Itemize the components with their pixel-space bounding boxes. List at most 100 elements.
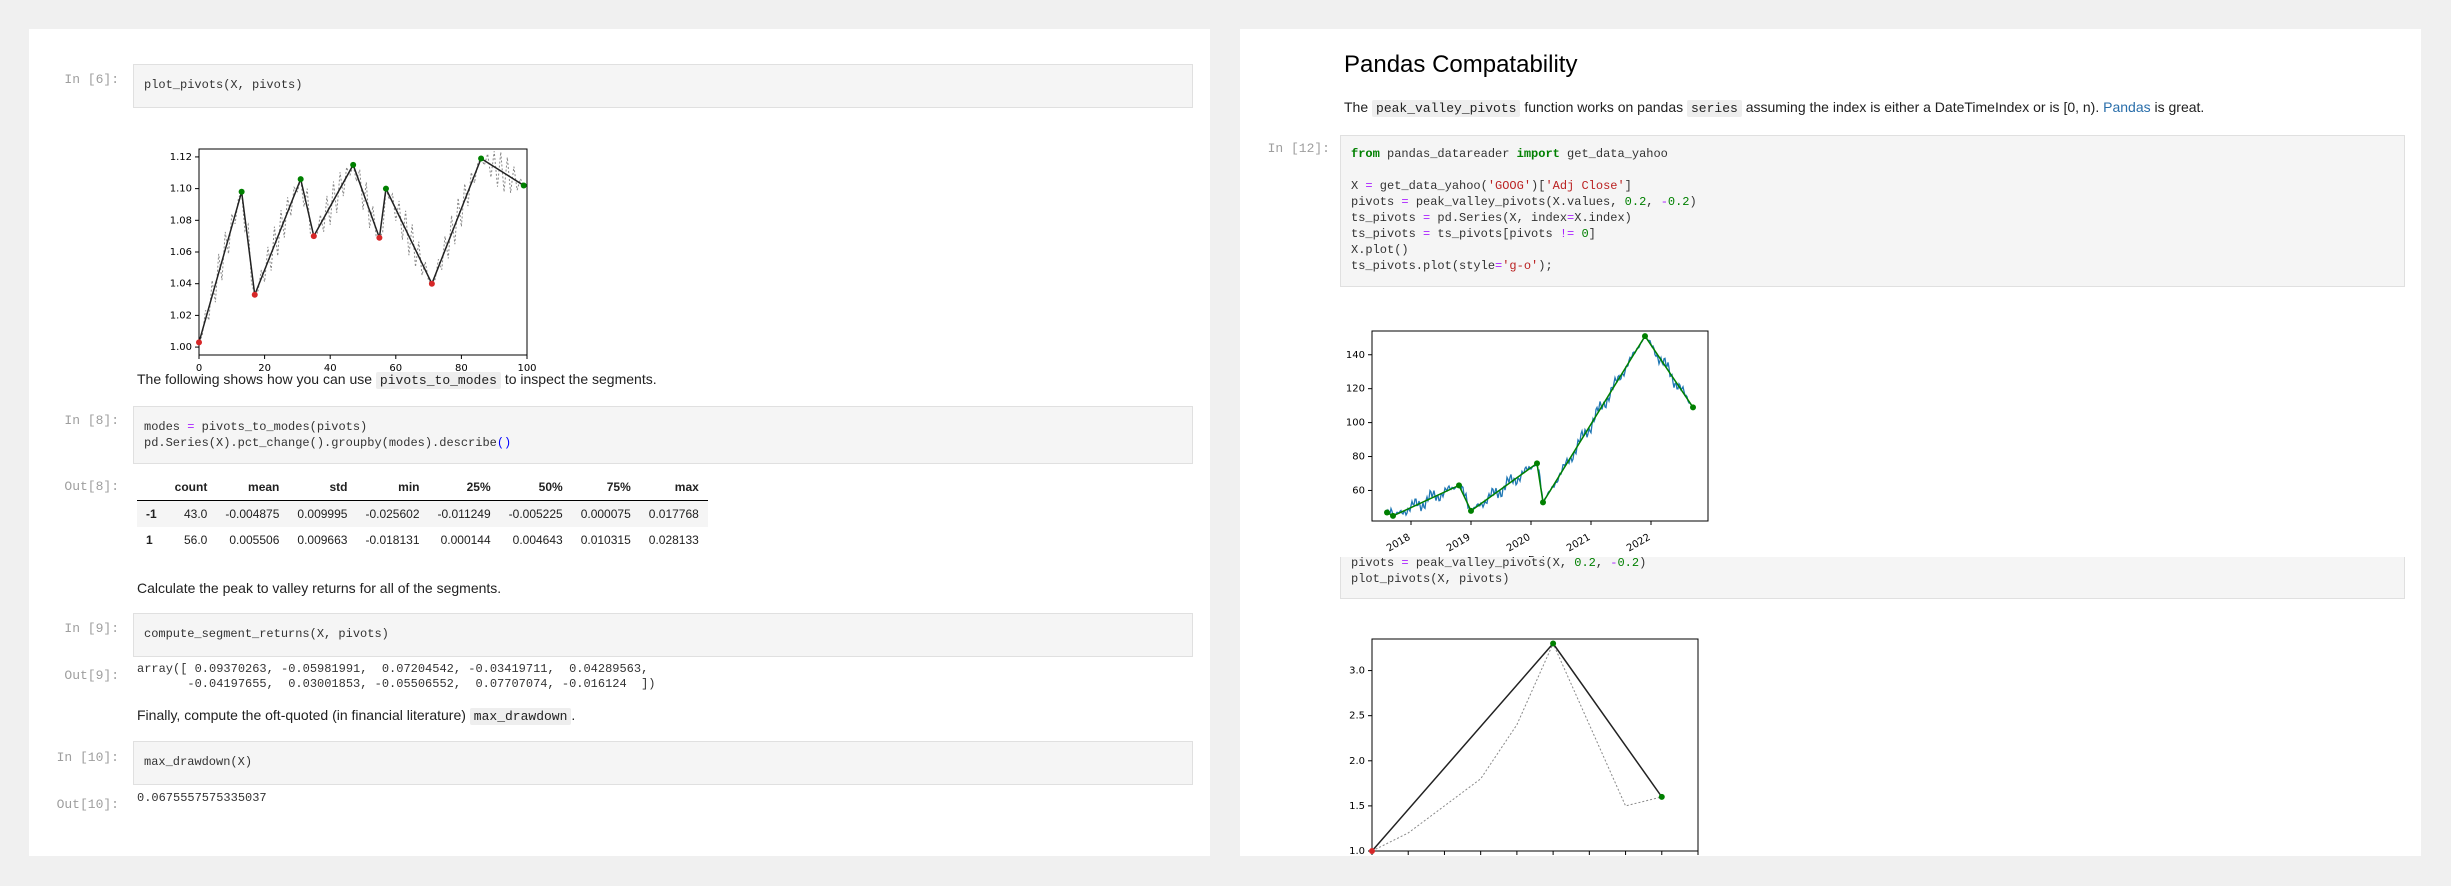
markdown-span: Finally, compute the oft-quoted (in fina… [137, 707, 470, 723]
pivot-marker [1384, 509, 1390, 516]
markdown-span: . [571, 707, 576, 723]
code-line: pivots = peak_valley_pivots(X.values, 0.… [1351, 195, 1697, 209]
peak-marker [350, 161, 357, 168]
y-tick-label: 1.10 [170, 184, 192, 195]
code-line: max_drawdown(X) [144, 755, 253, 769]
x-tick-label: 2018 [1385, 532, 1413, 554]
y-tick-label: 1.00 [170, 342, 192, 353]
pivot-marker [1540, 499, 1546, 506]
table-column-header [137, 474, 166, 501]
markdown-span: The following shows how you can use [137, 371, 376, 387]
x-tick-label: 40 [324, 363, 337, 374]
y-tick-label: 80 [1352, 452, 1365, 463]
table-row: 1 56.0 0.005506 0.009663 -0.018131 0.000144 0.… [137, 527, 708, 553]
output-line: -0.04197655, 0.03001853, -0.05506552, 0.… [137, 677, 656, 691]
table-cell: 0.009995 [297, 507, 348, 521]
x-tick-label: 2022 [1625, 532, 1653, 554]
inline-code: pivots_to_modes [375, 372, 501, 389]
code-cell-6[interactable]: plot_pivots(X, pivots) [133, 64, 1193, 108]
cell-prompt: In [8]: [64, 413, 119, 428]
markdown-span: to inspect the segments. [500, 371, 657, 387]
code-line: plot_pivots(X, pivots) [144, 78, 303, 92]
dataframe-table: count mean std min 25% 50% 75% max -1 43.0 -0.004… [137, 474, 708, 553]
page-title: Pandas Compatability [1344, 51, 1578, 78]
table-column-header: count [174, 480, 208, 494]
table-cell: -0.005225 [508, 507, 563, 521]
inline-code: series [1687, 100, 1742, 117]
table-row: -1 43.0 -0.004875 0.009995 -0.025602 -0.01124… [137, 500, 708, 527]
pivot-chart-3: 01234567891.01.52.02.53.0 [1349, 638, 1699, 857]
notebook-panel-left: In [6]: plot_pivots(X, pivots) 0 20 40 60 80… [29, 29, 1210, 856]
y-tick-label: 1.06 [170, 247, 192, 258]
code-line: X.plot() [1351, 243, 1409, 257]
table-cell: -0.025602 [365, 507, 420, 521]
table-cell: 0.009663 [297, 533, 348, 547]
peak-marker [382, 185, 389, 192]
valley-marker [376, 234, 383, 241]
out-prompt: Out[8]: [64, 479, 119, 494]
y-tick-label: 140 [1346, 350, 1365, 361]
plot-frame [198, 148, 528, 356]
table-cell: 0.000075 [580, 507, 631, 521]
y-tick-label: 60 [1352, 485, 1365, 496]
pandas-link[interactable]: Pandas [2103, 99, 2151, 115]
code-line: pivots = peak_valley_pivots(X, 0.2, -0.2… [1351, 556, 1647, 570]
out-prompt: Out[9]: [64, 668, 119, 683]
peak-marker [478, 155, 485, 162]
code-cell-10[interactable]: max_drawdown(X) [133, 741, 1193, 785]
code-cell-12[interactable]: from pandas_datareader import get_data_y… [1340, 135, 2405, 287]
table-column-header: 25% [466, 480, 491, 494]
peak-marker [1658, 793, 1665, 800]
y-tick-label: 1.0 [1349, 846, 1365, 857]
table-column-header: min [398, 480, 420, 494]
y-tick-label: 1.08 [170, 215, 192, 226]
y-tick-label: 120 [1346, 384, 1365, 395]
code-cell-13[interactable]: pivots = peak_valley_pivots(X, 0.2, -0.2… [1340, 556, 2405, 599]
y-tick-label: 100 [1346, 418, 1365, 429]
code-line: from pandas_datareader import get_data_y… [1351, 147, 1668, 161]
inline-code: max_drawdown [469, 708, 572, 725]
markdown-span: The [1344, 99, 1373, 115]
plot-frame [1371, 330, 1709, 522]
table-header-row: count mean std min 25% 50% 75% max [137, 474, 708, 501]
code-cell-8[interactable]: modes = pivots_to_modes(pivots) pd.Serie… [133, 406, 1193, 464]
valley-marker [196, 339, 202, 346]
peak-marker [1550, 640, 1557, 647]
x-tick-label: 2019 [1445, 532, 1473, 554]
cell-prompt: In [12]: [1267, 141, 1330, 156]
code-line: ts_pivots = pd.Series(X, index=X.index) [1351, 211, 1632, 225]
pivot-marker [1534, 460, 1540, 467]
y-tick-label: 2.0 [1349, 756, 1365, 767]
table-cell: 0.017768 [648, 507, 699, 521]
pivot-marker [1468, 507, 1474, 514]
cell-prompt: In [9]: [64, 621, 119, 636]
peak-marker [520, 182, 527, 189]
x-tick-label: 80 [455, 363, 468, 374]
out-prompt: Out[10]: [56, 797, 119, 812]
pivot-marker [1642, 333, 1648, 340]
peak-marker [238, 188, 245, 195]
row-index: -1 [146, 507, 157, 521]
markdown-text: Calculate the peak to valley returns for… [137, 580, 502, 596]
valley-marker [251, 291, 258, 298]
table-column-header: mean [248, 480, 280, 494]
table-cell: 56.0 [183, 533, 208, 547]
table-cell: -0.011249 [437, 507, 491, 521]
markdown-span: function works on pandas [1520, 99, 1687, 115]
y-tick-label: 1.5 [1349, 801, 1365, 812]
code-cell-9[interactable]: compute_segment_returns(X, pivots) [133, 613, 1193, 657]
code-line: modes = pivots_to_modes(pivots) [144, 420, 368, 434]
code-line: ts_pivots.plot(style='g-o'); [1351, 259, 1553, 273]
table-column-header: std [329, 480, 348, 494]
valley-marker [1369, 848, 1375, 854]
y-tick-label: 2.5 [1349, 711, 1365, 722]
pivot-marker [1690, 404, 1696, 411]
table-cell: -0.018131 [365, 533, 420, 547]
y-tick-label: 1.12 [170, 152, 192, 163]
x-tick-label: 2021 [1565, 532, 1593, 554]
code-line: ts_pivots = ts_pivots[pivots != 0] [1351, 227, 1596, 241]
table-cell: 0.010315 [580, 533, 631, 547]
pivot-marker [1390, 512, 1396, 519]
code-line: compute_segment_returns(X, pivots) [144, 627, 389, 641]
pivot-marker [1456, 482, 1462, 489]
